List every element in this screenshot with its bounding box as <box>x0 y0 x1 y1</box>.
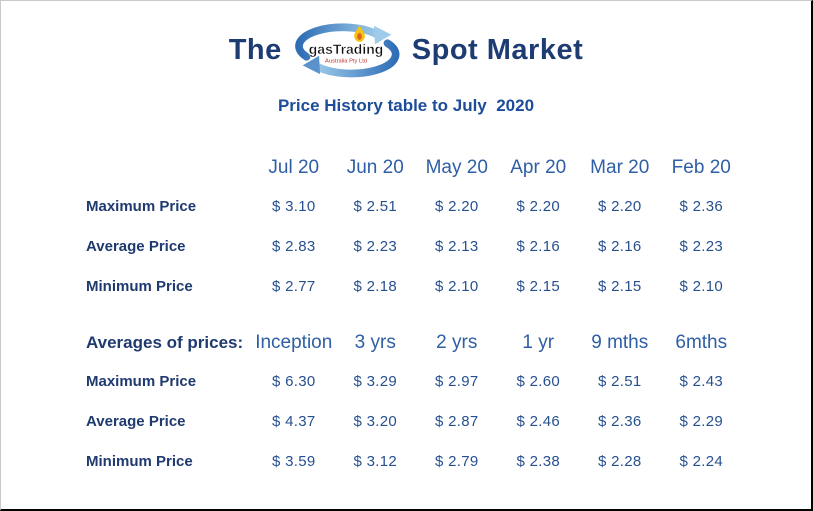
price-value: $ 2.87 <box>434 413 479 430</box>
price-value: $ 2.83 <box>271 238 316 255</box>
averages-minimum-price-row: Minimum Price $ 3.59 $ 3.12 $ 2.79 $ 2.3… <box>81 453 742 470</box>
period-column-header: 2 yrs <box>436 332 478 353</box>
price-value: $ 2.20 <box>597 198 642 215</box>
period-column-header: 9 mths <box>591 332 649 353</box>
page-subtitle: Price History table to July 2020 <box>277 96 535 115</box>
price-value: $ 6.30 <box>271 373 316 390</box>
price-value: $ 2.20 <box>434 198 479 215</box>
flame-icon <box>354 24 365 42</box>
price-value: $ 2.13 <box>434 238 479 255</box>
page-title: The <box>1 21 811 79</box>
logo-name: gasTrading <box>309 41 384 57</box>
row-label: Average Price <box>86 238 186 255</box>
price-value: $ 2.16 <box>516 238 560 255</box>
price-value: $ 3.59 <box>271 453 316 470</box>
period-column-header: 3 yrs <box>354 332 396 353</box>
averages-header-row: Averages of prices: Inception 3 yrs 2 yr… <box>81 332 742 354</box>
title-prefix: The <box>228 33 282 66</box>
price-value: $ 2.24 <box>679 453 723 470</box>
price-value: $ 2.10 <box>434 278 479 295</box>
price-value: $ 2.10 <box>679 278 723 295</box>
price-value: $ 2.43 <box>679 373 723 390</box>
price-value: $ 2.60 <box>516 373 560 390</box>
month-column-header: May 20 <box>425 157 488 178</box>
price-value: $ 2.77 <box>271 278 316 295</box>
price-value: $ 3.12 <box>353 453 397 470</box>
price-value: $ 2.36 <box>679 198 723 215</box>
monthly-average-price-row: Average Price $ 2.83 $ 2.23 $ 2.13 $ 2.1… <box>81 238 742 255</box>
price-value: $ 2.79 <box>434 453 479 470</box>
row-label: Average Price <box>86 413 186 430</box>
averages-average-price-row: Average Price $ 4.37 $ 3.20 $ 2.87 $ 2.4… <box>81 413 742 430</box>
price-value: $ 2.15 <box>516 278 560 295</box>
month-column-header: Jun 20 <box>346 157 404 178</box>
month-column-header: Mar 20 <box>590 157 650 178</box>
row-label: Minimum Price <box>86 278 193 295</box>
month-column-header: Feb 20 <box>671 157 731 178</box>
monthly-table-header-row: Jul 20 Jun 20 May 20 Apr 20 Mar 20 Feb 2… <box>81 157 742 179</box>
month-column-header: Jul 20 <box>268 157 320 178</box>
price-value: $ 2.38 <box>516 453 560 470</box>
monthly-minimum-price-row: Minimum Price $ 2.77 $ 2.18 $ 2.10 $ 2.1… <box>81 278 742 295</box>
price-value: $ 2.23 <box>353 238 397 255</box>
averages-maximum-price-row: Maximum Price $ 6.30 $ 3.29 $ 2.97 $ 2.6… <box>81 373 742 390</box>
price-value: $ 2.97 <box>434 373 479 390</box>
row-label: Maximum Price <box>86 198 197 215</box>
logo-subtext: Australia Pty Ltd <box>325 59 367 65</box>
monthly-maximum-price-row: Maximum Price $ 3.10 $ 2.51 $ 2.20 $ 2.2… <box>81 198 742 215</box>
price-value: $ 2.28 <box>597 453 642 470</box>
price-value: $ 2.18 <box>353 278 397 295</box>
title-suffix: Spot Market <box>411 33 584 66</box>
price-value: $ 2.23 <box>679 238 723 255</box>
price-value: $ 3.10 <box>271 198 316 215</box>
period-column-header: 1 yr <box>522 332 555 353</box>
row-label: Maximum Price <box>86 373 197 390</box>
logo-swoosh-icon: gasTrading Australia Pty Ltd <box>294 23 400 78</box>
price-value: $ 3.29 <box>353 373 397 390</box>
averages-section-label: Averages of prices: <box>86 333 244 352</box>
price-value: $ 3.20 <box>353 413 397 430</box>
period-column-header: Inception <box>255 332 333 353</box>
row-label: Minimum Price <box>86 453 193 470</box>
month-column-header: Apr 20 <box>510 157 567 178</box>
price-value: $ 2.51 <box>353 198 397 215</box>
price-value: $ 2.46 <box>516 413 560 430</box>
price-value: $ 2.16 <box>597 238 642 255</box>
price-value: $ 2.51 <box>597 373 642 390</box>
gastrading-logo: gasTrading Australia Pty Ltd <box>294 21 400 79</box>
price-value: $ 4.37 <box>271 413 316 430</box>
price-value: $ 2.29 <box>679 413 723 430</box>
price-value: $ 2.36 <box>597 413 642 430</box>
period-column-header: 6mths <box>675 332 728 353</box>
price-value: $ 2.15 <box>597 278 642 295</box>
price-value: $ 2.20 <box>516 198 560 215</box>
